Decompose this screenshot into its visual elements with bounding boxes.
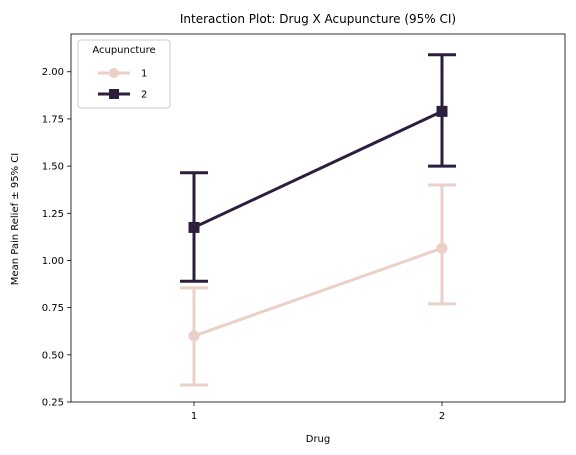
data-point xyxy=(188,330,200,342)
x-axis-label: Drug xyxy=(306,434,331,445)
series-line xyxy=(193,246,443,338)
series-layer xyxy=(180,53,456,387)
data-point xyxy=(436,105,448,117)
legend-title: Acupuncture xyxy=(92,45,155,56)
y-tick-label: 1.75 xyxy=(42,114,64,125)
y-tick-label: 1.50 xyxy=(42,162,64,173)
series-2 xyxy=(180,53,456,283)
y-tick-label: 1.00 xyxy=(42,256,64,267)
series-line xyxy=(193,110,443,229)
legend: Acupuncture 1 2 xyxy=(77,39,171,109)
data-point xyxy=(436,242,448,254)
axes: 0.25 0.50 0.75 1.00 1.25 1.50 1.75 2.00 1 2 xyxy=(42,33,566,422)
y-tick-label: 1.25 xyxy=(42,209,64,220)
x-tick-label: 1 xyxy=(191,411,197,422)
legend-label: 2 xyxy=(141,90,147,101)
legend-marker xyxy=(109,89,119,99)
plot-frame xyxy=(70,33,566,403)
y-tick-label: 0.75 xyxy=(42,303,64,314)
y-tick-label: 0.50 xyxy=(42,350,64,361)
x-tick-label: 2 xyxy=(439,411,445,422)
legend-marker xyxy=(109,68,119,78)
chart-title: Interaction Plot: Drug X Acupuncture (95… xyxy=(180,12,456,26)
y-tick-label: 2.00 xyxy=(42,67,64,78)
data-point xyxy=(188,221,200,233)
y-tick-label: 0.25 xyxy=(42,398,64,409)
legend-label: 1 xyxy=(141,69,147,80)
y-axis-label: Mean Pain Relief ± 95% CI xyxy=(10,153,21,285)
series-1 xyxy=(180,183,456,387)
